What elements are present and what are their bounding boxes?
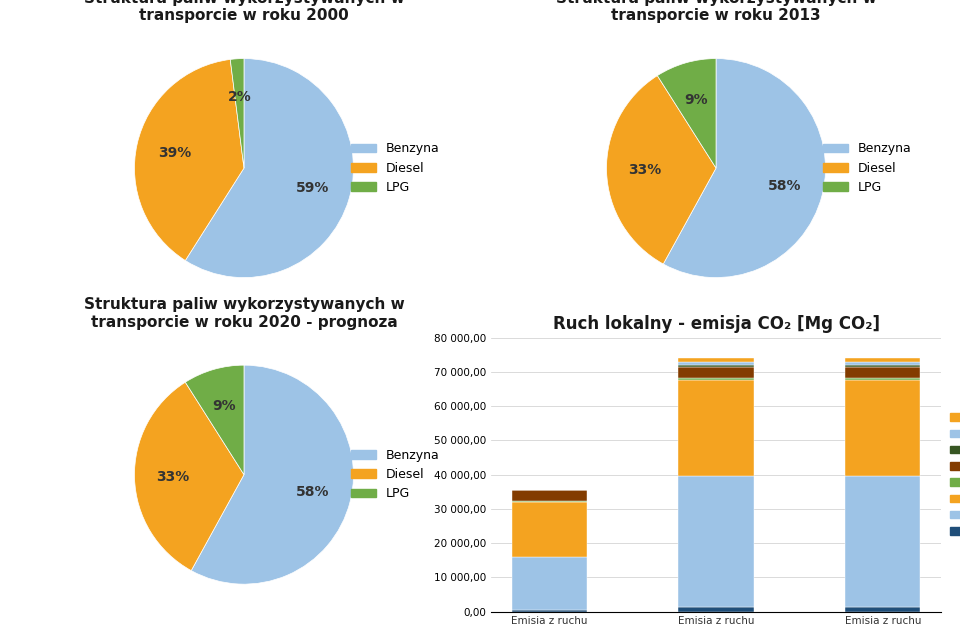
- Title: Struktura paliw wykorzystywanych w
transporcie w roku 2013: Struktura paliw wykorzystywanych w trans…: [556, 0, 876, 23]
- Bar: [679, 358, 754, 362]
- Bar: [846, 358, 921, 362]
- Bar: [679, 607, 754, 612]
- Wedge shape: [230, 59, 244, 168]
- Text: 9%: 9%: [212, 399, 236, 413]
- Bar: [512, 557, 587, 610]
- Text: 9%: 9%: [684, 93, 708, 107]
- Bar: [679, 378, 754, 380]
- Bar: [679, 475, 754, 607]
- Bar: [679, 367, 754, 378]
- Bar: [846, 362, 921, 366]
- Text: 58%: 58%: [768, 178, 802, 193]
- Title: Struktura paliw wykorzystywanych w
transporcie w roku 2000: Struktura paliw wykorzystywanych w trans…: [84, 0, 404, 23]
- Bar: [846, 367, 921, 378]
- Text: 58%: 58%: [297, 485, 329, 499]
- Wedge shape: [663, 59, 826, 278]
- Bar: [846, 380, 921, 475]
- Text: Transport - emisja - wykresy: Transport - emisja - wykresy: [8, 6, 252, 22]
- Bar: [512, 500, 587, 502]
- Bar: [679, 380, 754, 475]
- Legend: Benzyna, Diesel, LPG: Benzyna, Diesel, LPG: [346, 137, 444, 199]
- Wedge shape: [191, 365, 353, 584]
- Text: 2%: 2%: [228, 90, 252, 104]
- Bar: [846, 378, 921, 380]
- Legend: Benzyna, Diesel, LPG: Benzyna, Diesel, LPG: [346, 444, 444, 505]
- Wedge shape: [134, 59, 244, 260]
- Wedge shape: [185, 365, 244, 475]
- Bar: [512, 490, 587, 500]
- Legend: Benzyna, Diesel, LPG: Benzyna, Diesel, LPG: [818, 137, 917, 199]
- Bar: [846, 475, 921, 607]
- Wedge shape: [658, 59, 716, 168]
- Text: 33%: 33%: [156, 470, 189, 484]
- Bar: [846, 607, 921, 612]
- Wedge shape: [134, 383, 244, 570]
- Text: 33%: 33%: [628, 163, 661, 177]
- Bar: [679, 366, 754, 367]
- Text: 39%: 39%: [157, 145, 191, 160]
- Title: Struktura paliw wykorzystywanych w
transporcie w roku 2020 - prognoza: Struktura paliw wykorzystywanych w trans…: [84, 297, 404, 329]
- Bar: [512, 502, 587, 557]
- Legend: Ciągniki rolnicze, Ciągniki samochodowe, Samochody sanitarne, Samochody specjaln: Ciągniki rolnicze, Ciągniki samochodowe,…: [946, 409, 960, 540]
- Wedge shape: [607, 76, 716, 264]
- Wedge shape: [185, 59, 353, 278]
- Title: Ruch lokalny - emisja CO₂ [Mg CO₂]: Ruch lokalny - emisja CO₂ [Mg CO₂]: [553, 316, 879, 333]
- Text: 59%: 59%: [296, 181, 329, 195]
- Bar: [512, 610, 587, 612]
- Bar: [679, 362, 754, 366]
- Bar: [846, 366, 921, 367]
